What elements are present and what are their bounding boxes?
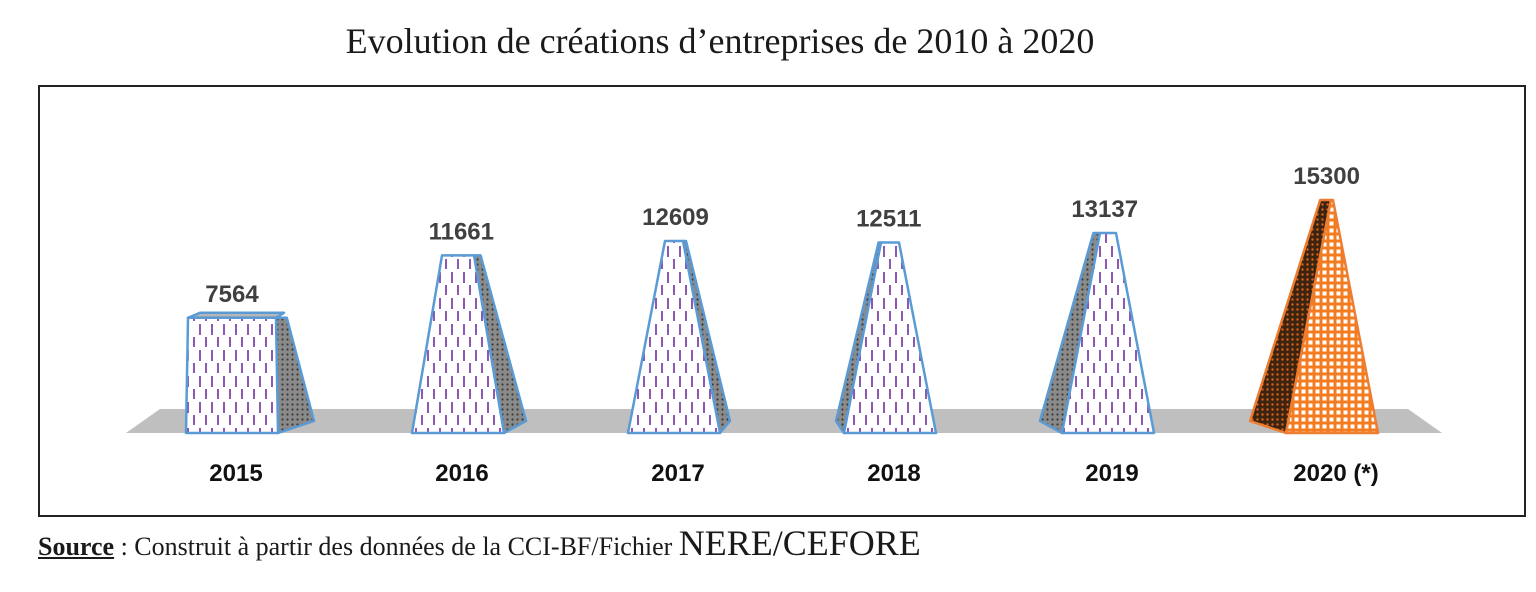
source-note: Source : Construit à partir des données … <box>38 522 921 564</box>
category-label-2019: 2019 <box>1085 460 1138 487</box>
category-label-2018: 2018 <box>867 460 920 487</box>
source-text: : Construit à partir des données de la C… <box>114 532 679 561</box>
labels-layer: 7564 2015 11661 2016 12609 2017 12511 2018 13137… <box>205 163 1378 487</box>
bar-2017 <box>626 239 722 435</box>
chart-title: Evolution de créations d’entreprises de … <box>345 21 1095 61</box>
value-label-2015: 7564 <box>205 281 259 308</box>
source-label: Source <box>38 532 115 561</box>
bar-side-2015 <box>274 316 316 435</box>
chart-plot: 7564 2015 11661 2016 12609 2017 12511 2018 13137… <box>126 163 1442 487</box>
category-label-2017: 2017 <box>651 460 704 487</box>
bar-2015 <box>184 316 280 435</box>
value-label-2016: 11661 <box>429 218 494 245</box>
chart-floor <box>126 409 1442 433</box>
bar-2016 <box>410 254 506 435</box>
value-label-2017: 12609 <box>642 204 709 231</box>
category-label-2020 (*): 2020 (*) <box>1293 460 1378 487</box>
bar-2018 <box>842 241 938 435</box>
value-label-2020 (*): 15300 <box>1293 163 1360 190</box>
bars-layer <box>184 198 1380 435</box>
value-label-2018: 12511 <box>856 205 921 232</box>
category-label-2016: 2016 <box>435 460 488 487</box>
bar-2020 (*) <box>1284 198 1380 435</box>
value-label-2019: 13137 <box>1071 196 1138 223</box>
category-label-2015: 2015 <box>209 460 262 487</box>
chart-frame: 7564 2015 11661 2016 12609 2017 12511 2018 13137… <box>38 85 1526 517</box>
source-tail: NERE/CEFORE <box>678 523 921 563</box>
bar-2019 <box>1060 231 1156 435</box>
